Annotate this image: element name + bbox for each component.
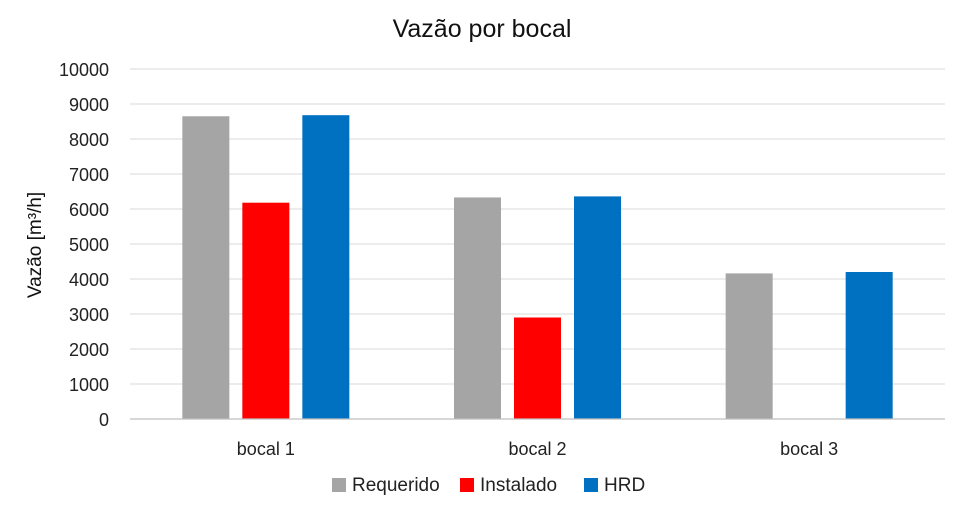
bar-instalado-bocal-1 [242, 202, 290, 419]
bar-requerido-bocal-1 [182, 116, 230, 419]
y-tick-label: 0 [99, 410, 109, 430]
bar-requerido-bocal-3 [725, 273, 773, 419]
legend-label-hrd: HRD [604, 475, 645, 496]
legend-swatch-requerido [332, 478, 346, 492]
chart-title: Vazão por bocal [393, 15, 572, 43]
y-tick-label: 9000 [69, 95, 109, 115]
y-tick-label: 6000 [69, 200, 109, 220]
bars [182, 115, 893, 419]
legend-label-requerido: Requerido [352, 475, 440, 496]
x-tick-label: bocal 2 [508, 439, 566, 459]
y-axis-label: Vazão [m³/h] [25, 192, 46, 298]
y-tick-label: 7000 [69, 165, 109, 185]
y-tick-label: 1000 [69, 375, 109, 395]
bar-hrd-bocal-3 [845, 272, 893, 419]
legend-swatch-instalado [460, 478, 474, 492]
legend: Requerido Instalado HRD [332, 475, 645, 496]
y-tick-label: 4000 [69, 270, 109, 290]
y-tick-label: 2000 [69, 340, 109, 360]
bar-hrd-bocal-2 [574, 196, 621, 419]
legend-swatch-hrd [584, 478, 598, 492]
y-tick-label: 5000 [69, 235, 109, 255]
bar-hrd-bocal-1 [302, 115, 350, 419]
y-tick-label: 10000 [59, 60, 109, 80]
x-tick-label: bocal 1 [237, 439, 295, 459]
bar-instalado-bocal-2 [514, 317, 561, 419]
legend-label-instalado: Instalado [480, 475, 557, 496]
axes: 0 1000 2000 3000 4000 5000 6000 7000 8000 9000 100… [59, 60, 945, 459]
bar-requerido-bocal-2 [454, 197, 501, 419]
x-tick-label: bocal 3 [780, 439, 838, 459]
y-tick-label: 3000 [69, 305, 109, 325]
y-tick-label: 8000 [69, 130, 109, 150]
